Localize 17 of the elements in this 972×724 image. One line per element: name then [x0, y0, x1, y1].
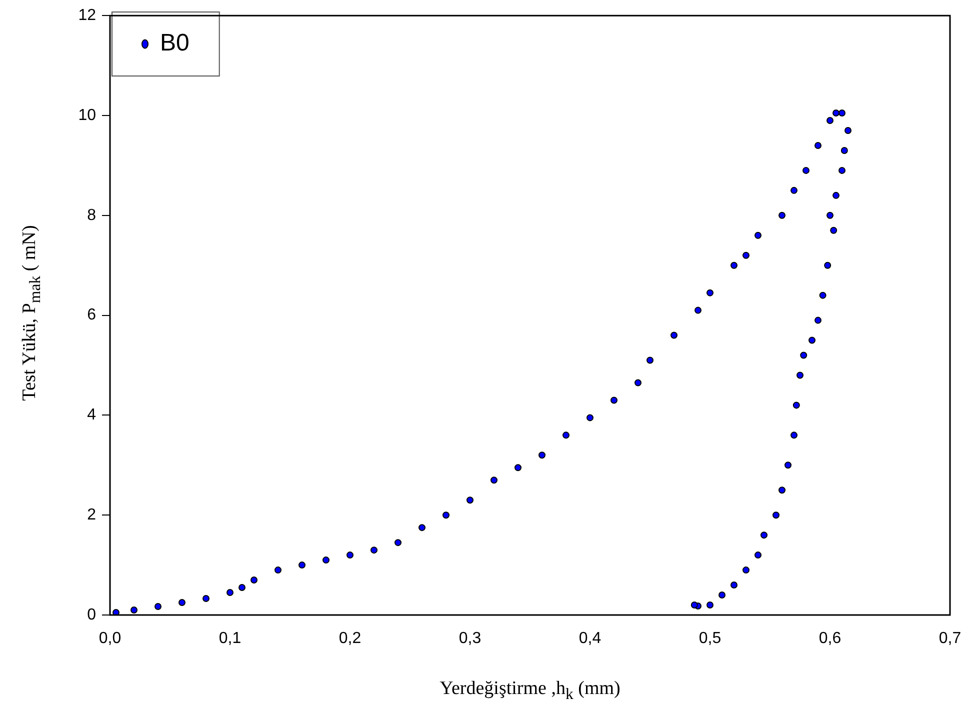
y-tick-label: 8: [87, 206, 96, 224]
x-tick-label: 0,5: [698, 630, 722, 648]
y-tick-label: 0: [87, 606, 96, 624]
y-tick-label: 4: [87, 406, 96, 424]
x-tick-label: 0,1: [218, 630, 242, 648]
x-tick-label: 0,0: [98, 630, 122, 648]
legend-label: B0: [160, 30, 190, 57]
x-tick-label: 0,6: [818, 630, 842, 648]
y-tick-label: 6: [87, 306, 96, 324]
x-tick-label: 0,4: [578, 630, 602, 648]
x-axis-title: Yerdeğiştirme ,h$_{k}$ (mm): [440, 678, 620, 704]
x-tick-label: 0,2: [338, 630, 362, 648]
y-tick-label: 10: [78, 106, 96, 124]
x-tick-label: 0,3: [458, 630, 482, 648]
y-tick-label: 12: [78, 7, 96, 24]
y-tick-label: 2: [87, 506, 96, 524]
x-tick-label: 0,7: [938, 630, 962, 648]
